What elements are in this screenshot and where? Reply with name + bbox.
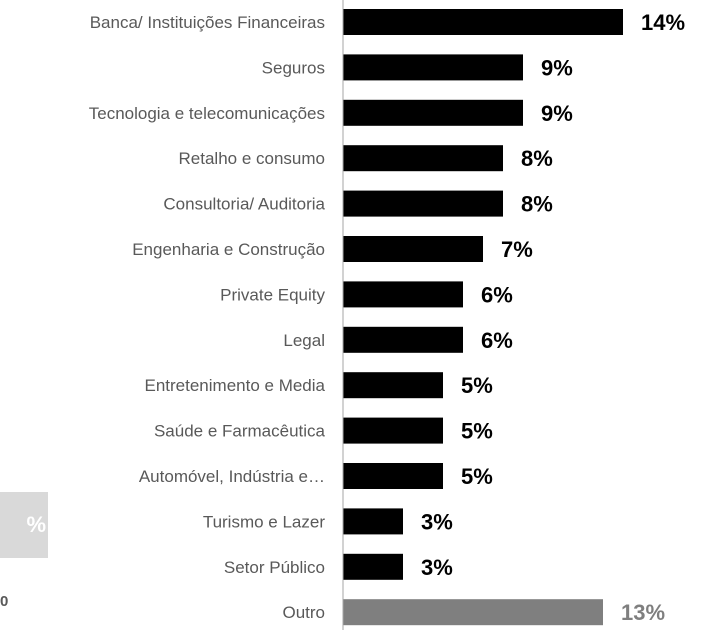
category-label: Banca/ Instituições Financeiras <box>90 13 325 32</box>
data-label: 9% <box>541 101 573 126</box>
data-label: 8% <box>521 192 553 217</box>
bar <box>343 281 463 308</box>
data-label: 8% <box>521 146 553 171</box>
category-label: Saúde e Farmacêutica <box>154 422 326 441</box>
data-label: 5% <box>461 419 493 444</box>
bar <box>343 508 403 535</box>
data-label: 5% <box>461 373 493 398</box>
bar <box>343 372 443 399</box>
category-label: Tecnologia e telecomunicações <box>89 104 325 123</box>
bar <box>343 417 443 444</box>
bar <box>343 145 503 172</box>
bar <box>343 54 523 81</box>
left-panel-note: 0 <box>0 593 9 610</box>
bar <box>343 553 403 580</box>
bar <box>343 99 523 126</box>
category-label: Seguros <box>262 58 325 77</box>
bar <box>343 9 623 35</box>
bar <box>343 599 603 626</box>
bar <box>343 236 483 262</box>
category-label: Consultoria/ Auditoria <box>163 195 325 214</box>
bar <box>343 190 503 217</box>
data-label: 14% <box>641 10 685 35</box>
category-label: Turismo e Lazer <box>203 512 326 531</box>
category-label: Engenharia e Construção <box>132 240 325 259</box>
category-label: Outro <box>282 603 325 622</box>
category-label: Private Equity <box>220 285 325 304</box>
data-label: 9% <box>541 55 573 80</box>
data-label: 13% <box>621 600 665 625</box>
data-label: 5% <box>461 464 493 489</box>
category-label: Retalho e consumo <box>179 149 325 168</box>
category-label: Entretenimento e Media <box>145 376 326 395</box>
data-label: 6% <box>481 282 513 307</box>
data-label: 7% <box>501 237 533 262</box>
data-label: 6% <box>481 328 513 353</box>
bar <box>343 463 443 489</box>
bar <box>343 326 463 353</box>
data-label: 3% <box>421 555 453 580</box>
data-label: 3% <box>421 509 453 534</box>
category-label: Legal <box>283 331 325 350</box>
left-panel-fragment: % <box>0 492 48 558</box>
category-label: Setor Público <box>224 558 325 577</box>
category-label: Automóvel, Indústria e… <box>139 467 325 486</box>
